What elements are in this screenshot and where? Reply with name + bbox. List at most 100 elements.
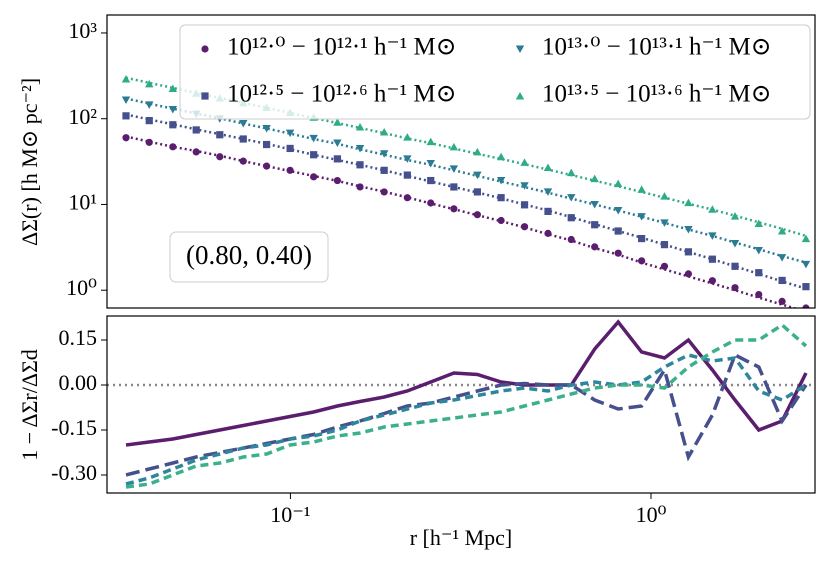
marker: [380, 188, 388, 196]
marker: [638, 257, 646, 265]
marker: [544, 229, 552, 237]
marker: [684, 270, 693, 278]
marker: [778, 297, 786, 306]
marker: [684, 198, 693, 207]
bottom-plot: [107, 319, 815, 489]
marker: [356, 183, 364, 191]
marker: [121, 96, 131, 105]
marker: [638, 234, 646, 243]
marker: [403, 155, 412, 163]
marker: [403, 133, 412, 141]
marker: [754, 219, 763, 227]
y-tick-label: -0.30: [51, 460, 97, 485]
marker: [145, 101, 154, 109]
marker: [802, 304, 810, 308]
marker: [285, 129, 295, 138]
marker: [614, 249, 622, 257]
marker: [355, 144, 365, 153]
marker: [356, 161, 364, 169]
marker: [708, 255, 716, 263]
legend-marker: [515, 92, 525, 100]
legend-marker: [201, 45, 209, 53]
residual-line: [125, 322, 808, 489]
marker: [286, 166, 294, 174]
marker: [567, 235, 575, 244]
marker: [310, 173, 318, 181]
marker: [637, 185, 646, 193]
marker: [730, 240, 740, 248]
marker: [122, 134, 130, 142]
marker: [496, 152, 506, 161]
marker: [286, 144, 294, 153]
marker: [567, 214, 575, 222]
marker: [427, 199, 435, 207]
marker: [543, 163, 553, 171]
marker: [121, 75, 131, 83]
marker: [310, 151, 318, 159]
marker: [333, 155, 342, 163]
marker: [333, 118, 342, 126]
annotation: (0.80, 0.40): [186, 240, 312, 270]
marker: [777, 227, 787, 235]
marker: [192, 148, 200, 156]
marker: [660, 192, 669, 200]
y-tick-label: 0.00: [59, 370, 98, 395]
marker: [520, 223, 529, 231]
marker: [122, 112, 130, 120]
marker: [169, 121, 177, 129]
model-line: [125, 135, 798, 308]
marker: [239, 119, 248, 128]
legend-marker: [515, 45, 525, 53]
marker: [355, 123, 365, 131]
legend-label: 10¹³·⁰ − 10¹³·¹ h⁻¹ M⊙: [542, 34, 772, 61]
legend-marker: [201, 92, 209, 100]
legend-label: 10¹²·⁰ − 10¹²·¹ h⁻¹ M⊙: [227, 34, 457, 61]
y-axis-label: 1 − ΔΣr/ΔΣd: [17, 349, 42, 461]
y-axis-label: ΔΣ(r) [h M⊙ pc⁻²]: [17, 78, 42, 246]
marker: [379, 127, 389, 136]
marker: [755, 290, 763, 299]
x-axis-label: r [h⁻¹ Mpc]: [410, 525, 513, 550]
marker: [473, 188, 481, 196]
marker: [520, 158, 529, 166]
marker: [754, 247, 763, 255]
marker: [449, 142, 459, 151]
marker: [497, 194, 505, 202]
marker: [426, 160, 435, 168]
marker: [660, 262, 669, 270]
marker: [637, 213, 646, 221]
marker: [543, 188, 553, 196]
marker: [263, 162, 271, 170]
marker: [544, 207, 552, 215]
y-tick-label: 10⁰: [66, 275, 97, 300]
marker: [731, 262, 739, 270]
axes-frame: [106, 14, 816, 309]
marker: [778, 276, 786, 285]
marker: [684, 248, 693, 256]
x-tick-label: 10⁻¹: [270, 502, 310, 527]
model-line: [125, 113, 807, 290]
marker: [708, 205, 717, 213]
residual-line: [125, 352, 808, 477]
marker: [591, 221, 599, 229]
marker: [168, 106, 178, 114]
marker: [520, 182, 529, 190]
legend-label: 10¹²·⁵ − 10¹²·⁶ h⁻¹ M⊙: [227, 81, 457, 108]
marker: [520, 201, 529, 209]
marker: [239, 135, 247, 143]
marker: [169, 143, 177, 151]
annotation-box: [169, 231, 329, 283]
y-tick-label: 10¹: [68, 190, 97, 215]
legend-label: 10¹³·⁵ − 10¹³·⁶ h⁻¹ M⊙: [542, 81, 772, 108]
marker: [567, 194, 576, 202]
marker: [614, 227, 622, 235]
marker: [216, 153, 224, 161]
y-tick-label: 0.15: [59, 325, 98, 350]
marker: [309, 134, 318, 143]
marker: [731, 284, 739, 292]
marker: [216, 131, 224, 139]
marker: [403, 194, 411, 202]
marker: [473, 171, 482, 180]
marker: [496, 177, 506, 185]
